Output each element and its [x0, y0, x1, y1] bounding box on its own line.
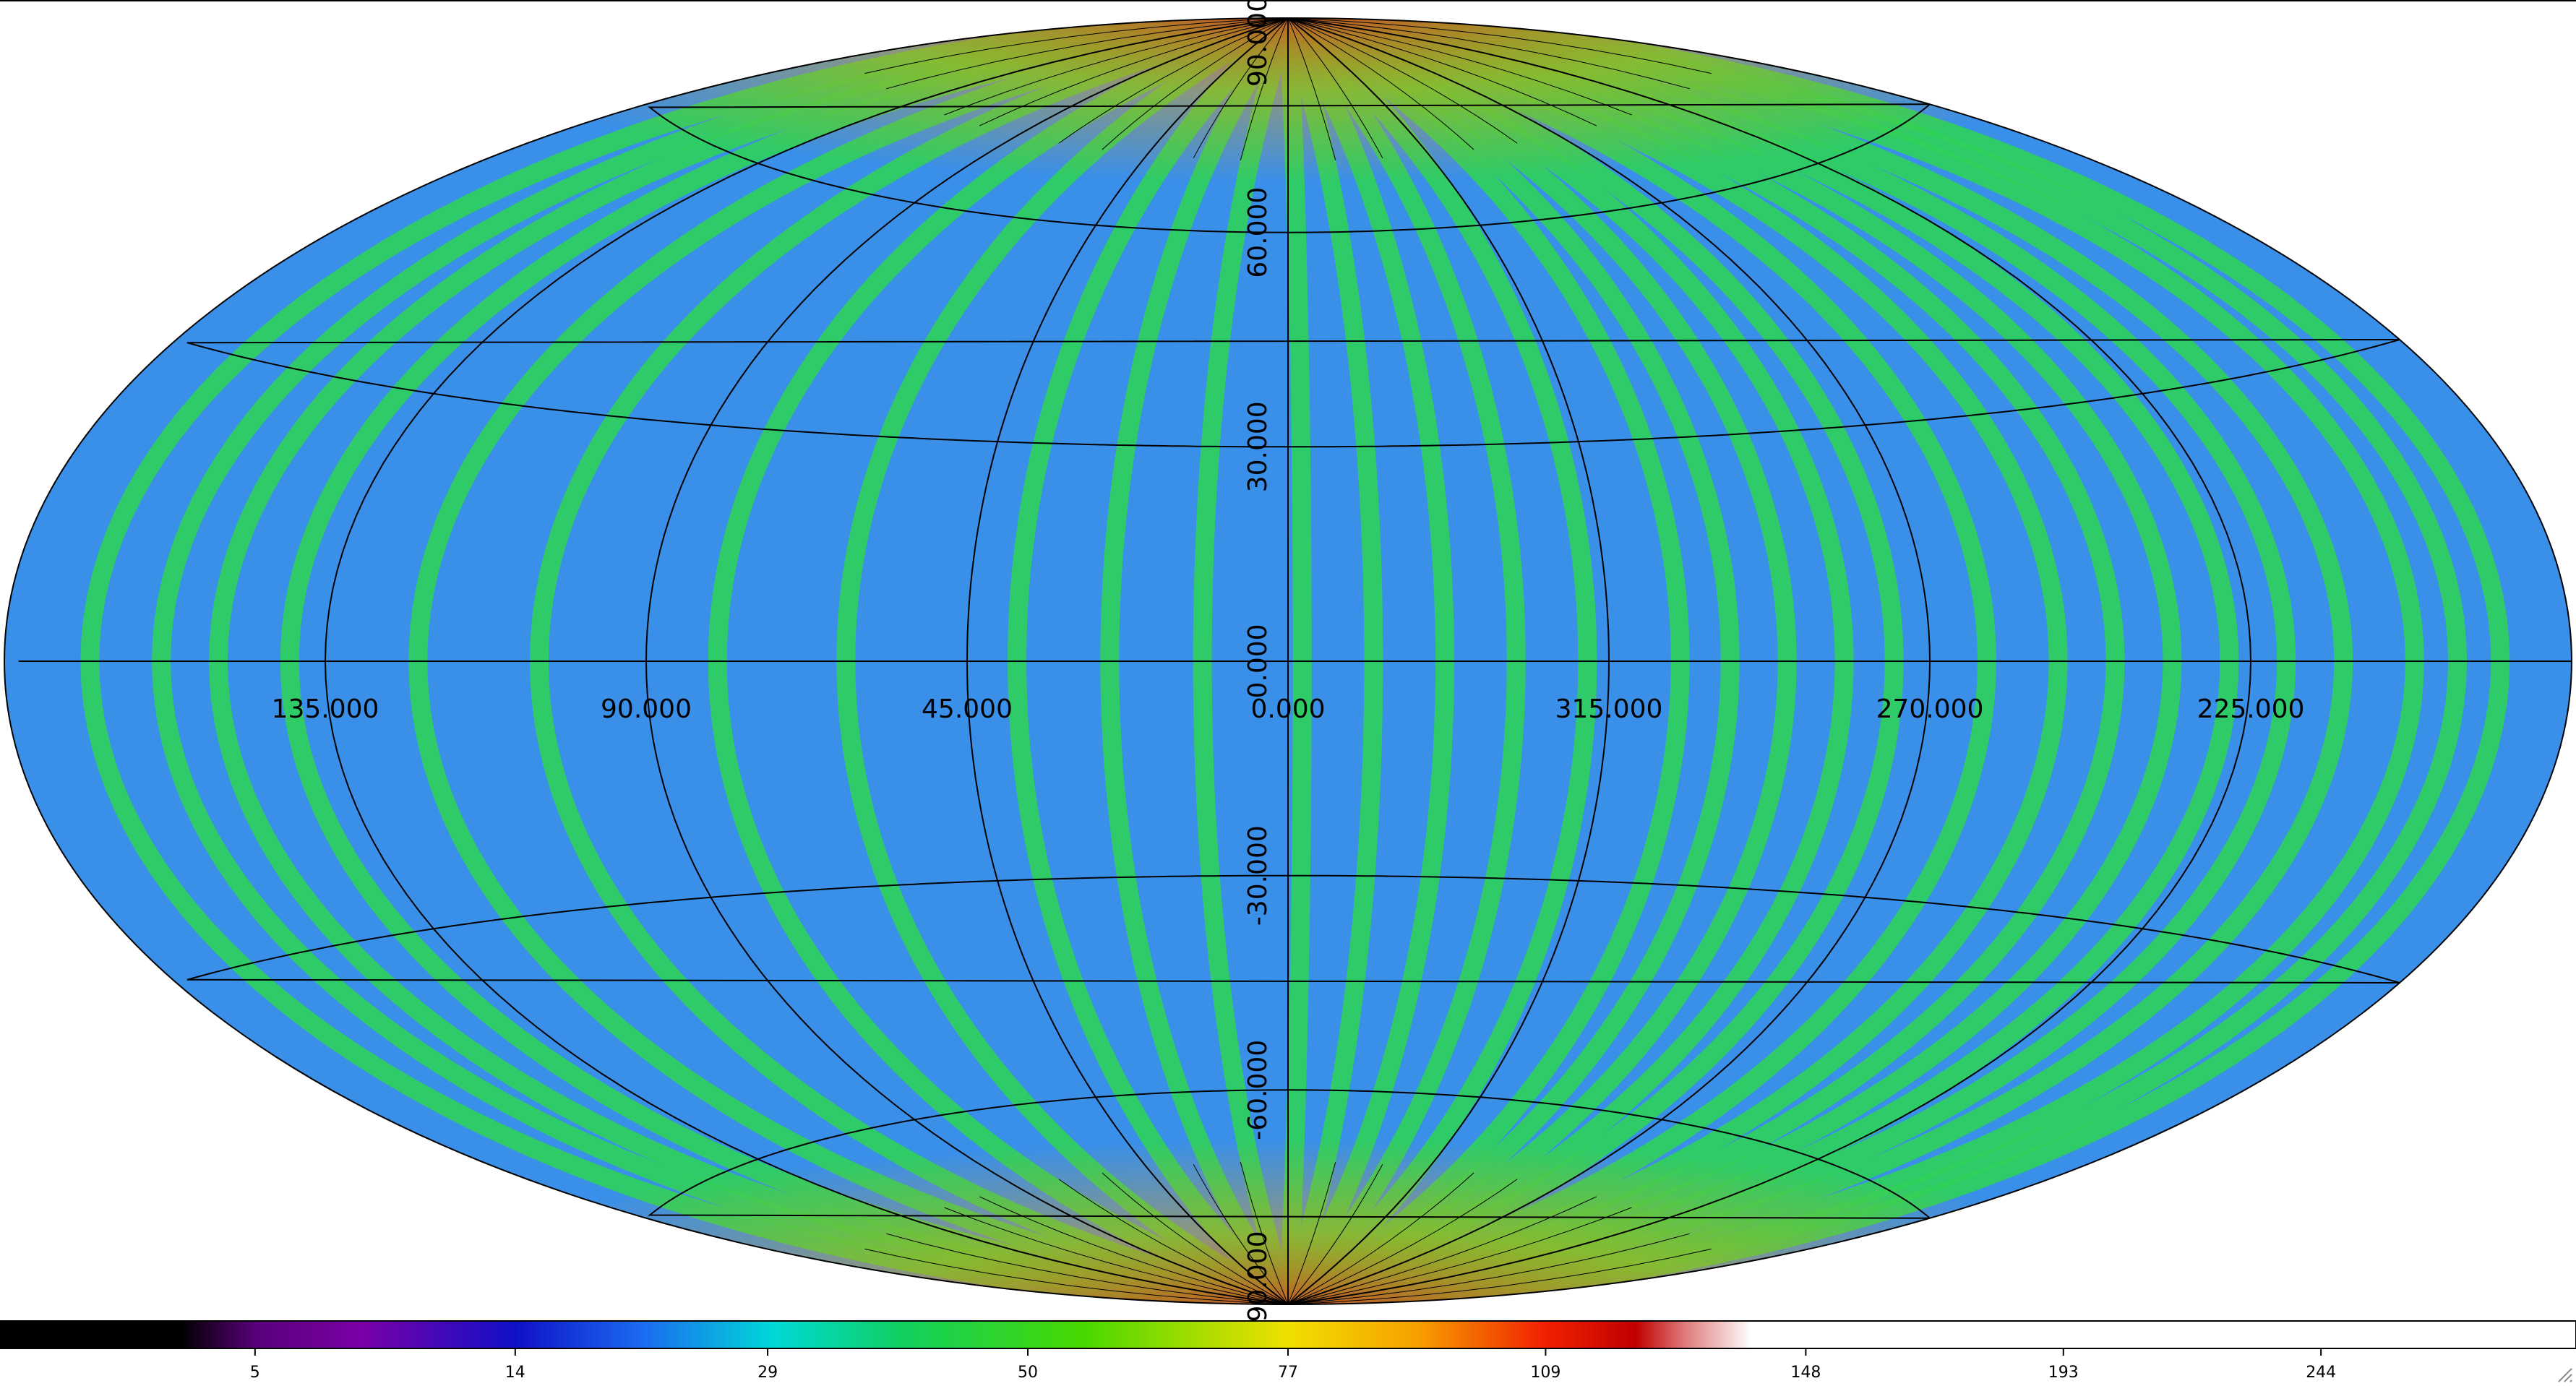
meridian-225 — [1287, 18, 2252, 1304]
pole-line-45 — [1146, 18, 1289, 1304]
pole-line-285 — [1287, 18, 1518, 1304]
pole-line-195 — [1287, 18, 1712, 1304]
meridian-270 — [1287, 18, 1931, 1304]
colorbar-tick-label: 14 — [505, 1364, 525, 1382]
longitude-label: 45.000 — [922, 694, 1013, 724]
colorbar-tick-label: 29 — [757, 1364, 778, 1382]
colorbar-tick-label: 148 — [1790, 1364, 1821, 1382]
pole-line-15 — [1240, 18, 1289, 1304]
colorbar-ticks: 5 14 29 50 77 109 148 193 244 — [250, 1348, 2336, 1382]
resize-grip-icon[interactable] — [2554, 1364, 2573, 1383]
pole-line-345 — [1287, 18, 1336, 1304]
longitude-label: 270.000 — [1876, 694, 1984, 724]
latitude-label: 30.000 — [1243, 401, 1273, 492]
pole-line-225 — [1287, 18, 1663, 1304]
latitude-label: 0.000 — [1243, 624, 1273, 698]
longitude-label: 135.000 — [272, 694, 379, 724]
latitude-label: -90.000 — [1243, 1231, 1273, 1332]
pole-line-60 — [1102, 18, 1289, 1304]
sky-map[interactable] — [0, 0, 2576, 1322]
pole-line-210 — [1287, 18, 1690, 1304]
latitude-label: 90.000 — [1243, 0, 1273, 87]
latitude-label: -30.000 — [1243, 825, 1273, 926]
pole-line-315 — [1287, 18, 1430, 1304]
longitude-label: 0.000 — [1250, 694, 1325, 724]
colorbar-tick-label: 244 — [2306, 1364, 2336, 1382]
pole-line-105 — [979, 18, 1289, 1304]
pole-line-90 — [1017, 18, 1289, 1304]
pole-line-135 — [913, 18, 1289, 1304]
colorbar: 5 14 29 50 77 109 148 193 244 — [0, 1320, 2576, 1382]
longitude-label: 225.000 — [2197, 694, 2305, 724]
pole-line-270 — [1287, 18, 1559, 1304]
colorbar-tick-label: 109 — [1530, 1364, 1560, 1382]
pole-line-30 — [1193, 18, 1289, 1304]
latitude-label: -60.000 — [1243, 1040, 1273, 1140]
colorbar-tick-label: 77 — [1278, 1364, 1298, 1382]
colorbar-tick-label: 50 — [1018, 1364, 1038, 1382]
pole-line-300 — [1287, 18, 1474, 1304]
colorbar-tick-label: 5 — [250, 1364, 260, 1382]
meridian-135 — [324, 18, 1289, 1304]
pole-line-75 — [1058, 18, 1289, 1304]
pole-line-240 — [1287, 18, 1632, 1304]
longitude-labels: 135.000 90.000 45.000 0.000 315.000 270.000 22… — [272, 694, 2305, 724]
pole-line-150 — [886, 18, 1289, 1304]
meridian-315 — [1287, 18, 1610, 1304]
longitude-label: 90.000 — [601, 694, 692, 724]
map-outline — [4, 17, 2572, 1305]
meridian-45 — [966, 18, 1289, 1304]
pole-line-165 — [864, 18, 1289, 1304]
latitude-label: 60.000 — [1243, 187, 1273, 278]
pole-line-120 — [944, 18, 1289, 1304]
meridian-90 — [645, 18, 1289, 1304]
colorbar-strip — [0, 1320, 2576, 1349]
longitude-label: 315.000 — [1555, 694, 1663, 724]
pole-line-330 — [1287, 18, 1383, 1304]
coordinate-grid — [18, 18, 2572, 1304]
latitude-labels: 90.000 60.000 30.000 0.000 -30.000 -60.000 -90… — [1243, 0, 1273, 1331]
colorbar-tick-label: 193 — [2048, 1364, 2079, 1382]
pole-line-255 — [1287, 18, 1597, 1304]
